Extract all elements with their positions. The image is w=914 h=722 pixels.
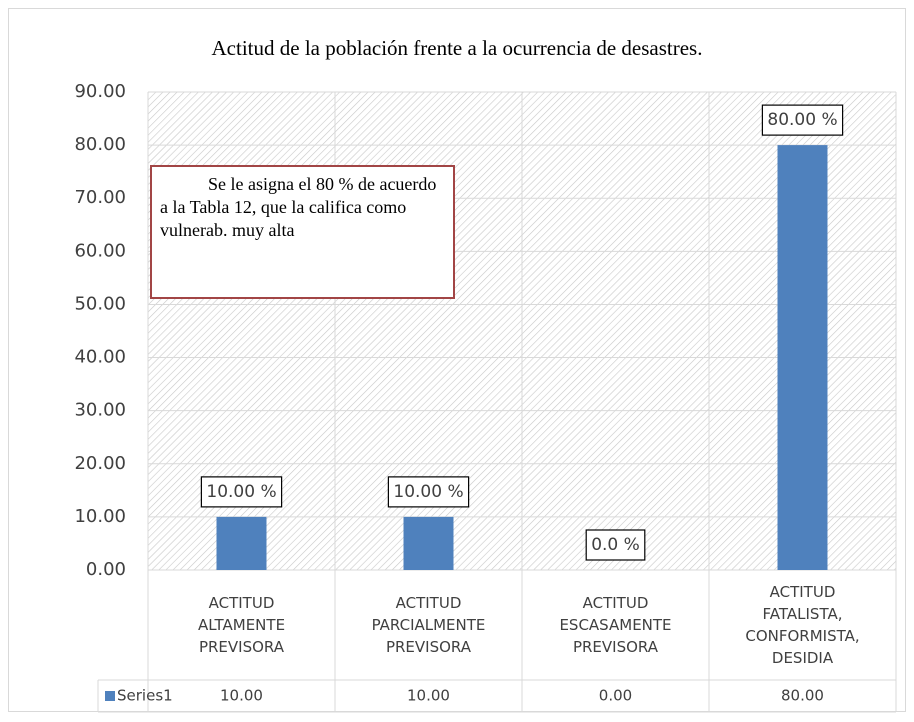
table-value: 0.00: [599, 687, 632, 705]
data-label: 80.00 %: [767, 110, 837, 130]
y-tick-label: 70.00: [74, 187, 126, 208]
y-tick-label: 90.00: [74, 81, 126, 102]
table-value: 10.00: [220, 687, 263, 705]
legend-swatch: [105, 691, 115, 701]
data-label-box: [585, 529, 646, 561]
annotation: Se le asigna el 80 % de acuerdo a la Tab…: [150, 165, 455, 299]
data-label: 0.0 %: [591, 535, 640, 555]
y-tick-label: 40.00: [74, 347, 126, 368]
x-tick-label: ACTITUD PARCIALMENTE PREVISORA: [371, 594, 486, 656]
data-label: 10.00 %: [393, 482, 463, 502]
x-tick-label: ACTITUD ESCASAMENTE PREVISORA: [559, 594, 672, 656]
y-tick-label: 30.00: [74, 400, 126, 421]
legend-label: Series1: [117, 687, 173, 705]
bar: [403, 516, 454, 570]
y-tick-label: 10.00: [74, 506, 126, 527]
table-value: 10.00: [407, 687, 450, 705]
y-tick-label: 60.00: [74, 240, 126, 261]
x-tick-label: ACTITUD ALTAMENTE PREVISORA: [197, 594, 286, 656]
y-tick-label: 20.00: [74, 453, 126, 474]
y-tick-label: 0.00: [86, 559, 126, 580]
bar: [777, 145, 828, 570]
y-tick-label: 80.00: [74, 134, 126, 155]
data-label-box: [387, 476, 470, 508]
bar: [216, 516, 267, 570]
chart-title: Actitud de la población frente a la ocur…: [211, 36, 703, 60]
table-value: 80.00: [781, 687, 824, 705]
data-label: 10.00 %: [206, 482, 276, 502]
y-tick-label: 50.00: [74, 293, 126, 314]
data-label-box: [200, 476, 283, 508]
x-tick-label: ACTITUD FATALISTA, CONFORMISTA, DESIDIA: [745, 583, 860, 667]
data-label-box: [761, 104, 844, 136]
